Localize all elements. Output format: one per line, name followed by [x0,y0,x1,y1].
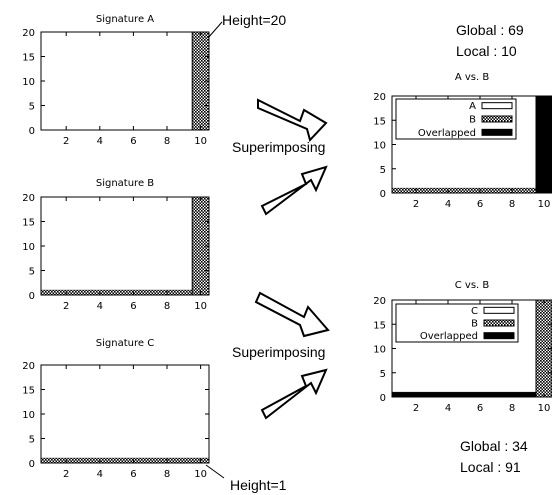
y-tick-label: 5 [29,435,35,446]
y-tick-label: 0 [29,126,35,137]
x-tick-label: 6 [130,301,136,312]
low-band-bar [391,187,537,194]
x-tick-label: 8 [509,403,515,414]
y-tick-label: 15 [22,218,35,229]
x-tick-label: 4 [445,199,451,210]
y-tick-label: 20 [373,92,386,103]
chart-a-vs-b: A vs. B 0 5 10 15 20 2 4 6 8 10 AB Overlapped [373,72,552,210]
x-tick-label: 2 [63,469,69,480]
legend-swatch-black [481,128,513,136]
y-tick-label: 0 [29,291,35,302]
chart-title: C vs. B [455,280,490,291]
height-1-label: Height=1 [230,477,287,493]
y-tick-label: 5 [380,165,386,176]
arrow-a-to-ab [257,98,328,142]
arrow-b-to-ab [260,165,328,216]
x-tick-label: 6 [130,469,136,480]
superimposing-label-top: Superimposing [232,139,325,155]
x-tick-label: 4 [97,301,103,312]
legend-label: B [471,319,478,330]
legend-swatch-black [483,332,515,340]
chart-sig-a: Signature A 0 5 10 15 20 2 4 6 8 10 [22,14,210,147]
arrow-c-to-cb [260,368,328,420]
legend-swatch-dots [481,115,513,123]
y-tick-label: 10 [22,242,35,253]
y-tick-label: 20 [22,28,35,39]
y-tick-label: 5 [29,102,35,113]
cb-global-score: Global : 34 [460,438,528,454]
x-tick-label: 2 [63,136,69,147]
ab-global-score: Global : 69 [456,22,524,38]
x-tick-label: 10 [538,199,551,210]
y-tick-label: 20 [22,193,35,204]
y-tick-label: 0 [29,459,35,470]
y-tick-label: 10 [373,345,386,356]
y-tick-label: 20 [22,361,35,372]
x-tick-label: 10 [194,469,207,480]
plot-frame [40,196,210,296]
y-tick-label: 5 [380,369,386,380]
x-tick-label: 8 [164,469,170,480]
y-tick-label: 15 [373,116,386,127]
y-tick-label: 15 [22,53,35,64]
legend-label: A [469,101,476,112]
legend-label: Overlapped [418,128,476,139]
chart-sig-b: Signature B 0 5 10 15 20 2 4 6 8 10 [22,178,210,312]
y-tick-label: 10 [373,141,386,152]
y-tick-label: 10 [22,77,35,88]
legend-swatch-white [481,102,513,110]
x-tick-label: 4 [97,469,103,480]
x-tick-label: 8 [509,199,515,210]
height-20-pointer [207,21,223,39]
chart-title: Signature C [96,338,154,349]
x-tick-label: 2 [413,403,419,414]
y-tick-label: 20 [373,296,386,307]
cb-local-score: Local : 91 [460,459,521,475]
arrow-b-to-cb [254,291,330,338]
x-tick-label: 4 [97,136,103,147]
x-tick-label: 10 [194,136,207,147]
y-tick-label: 0 [380,393,386,404]
superimposing-label-bottom: Superimposing [232,344,325,360]
ab-local-score: Local : 10 [456,43,517,59]
y-tick-label: 15 [22,386,35,397]
legend-label: Overlapped [420,331,478,342]
legend-label: B [469,115,476,126]
x-tick-label: 8 [164,136,170,147]
x-tick-label: 6 [477,199,483,210]
legend: AB Overlapped [395,98,517,140]
plot-frame [40,31,210,131]
legend-label: C [471,306,478,317]
x-tick-label: 10 [194,301,207,312]
chart-title: A vs. B [455,72,490,83]
x-tick-label: 4 [445,403,451,414]
height-1-pointer [205,464,225,479]
x-tick-label: 8 [164,301,170,312]
y-tick-label: 15 [373,320,386,331]
low-band-bar [40,289,193,296]
x-tick-label: 6 [477,403,483,414]
chart-sig-c: Signature C 0 5 10 15 20 2 4 6 8 10 [22,338,210,480]
x-tick-label: 2 [63,301,69,312]
chart-title: Signature B [96,178,154,189]
legend-swatch-dots [483,319,515,327]
y-tick-label: 0 [380,189,386,200]
y-tick-label: 10 [22,410,35,421]
height-20-label: Height=20 [222,12,286,28]
low-band-bar [391,391,537,398]
legend-swatch-white [483,306,515,314]
y-tick-label: 5 [29,267,35,278]
plot-frame [40,364,210,464]
x-tick-label: 6 [130,136,136,147]
x-tick-label: 2 [413,199,419,210]
chart-title: Signature A [96,14,154,25]
x-tick-label: 10 [538,403,551,414]
